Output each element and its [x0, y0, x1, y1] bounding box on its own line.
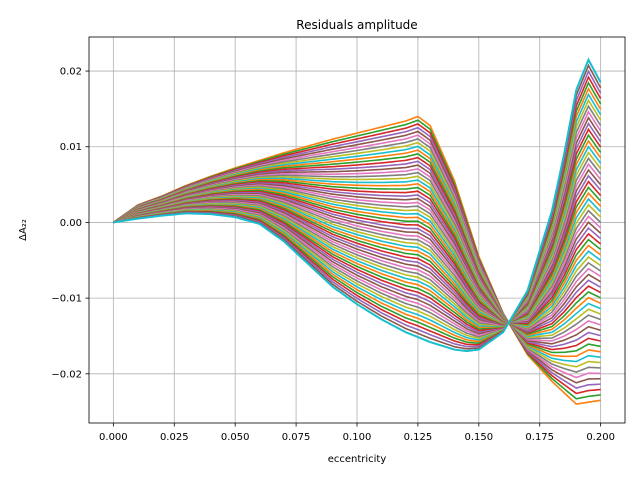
chart-title: Residuals amplitude: [296, 18, 417, 32]
x-axis-label: eccentricity: [328, 454, 387, 465]
y-tick-label: −0.02: [51, 369, 82, 380]
x-tick-label: 0.075: [282, 432, 311, 443]
y-tick-label: 0.02: [60, 67, 82, 78]
y-tick-label: 0.00: [60, 218, 82, 229]
y-tick-label: −0.01: [51, 294, 82, 305]
x-tick-label: 0.050: [221, 432, 250, 443]
grid: [89, 37, 625, 423]
y-tick-label: 0.01: [60, 142, 82, 153]
x-tick-label: 0.125: [404, 432, 433, 443]
x-tick-label: 0.000: [99, 432, 128, 443]
series-line: [113, 57, 602, 353]
axis-ticks: 0.000 0.025 0.050 0.075 0.100 0.125 0.150 0.175…: [51, 67, 615, 443]
y-axis-label: ΔA₂₂: [18, 219, 29, 241]
x-tick-label: 0.200: [586, 432, 615, 443]
x-tick-label: 0.025: [160, 432, 189, 443]
x-tick-label: 0.150: [464, 432, 493, 443]
series-layer: [112, 57, 602, 405]
plot-frame: [88, 36, 626, 424]
x-tick-label: 0.100: [343, 432, 372, 443]
x-tick-label: 0.175: [525, 432, 554, 443]
